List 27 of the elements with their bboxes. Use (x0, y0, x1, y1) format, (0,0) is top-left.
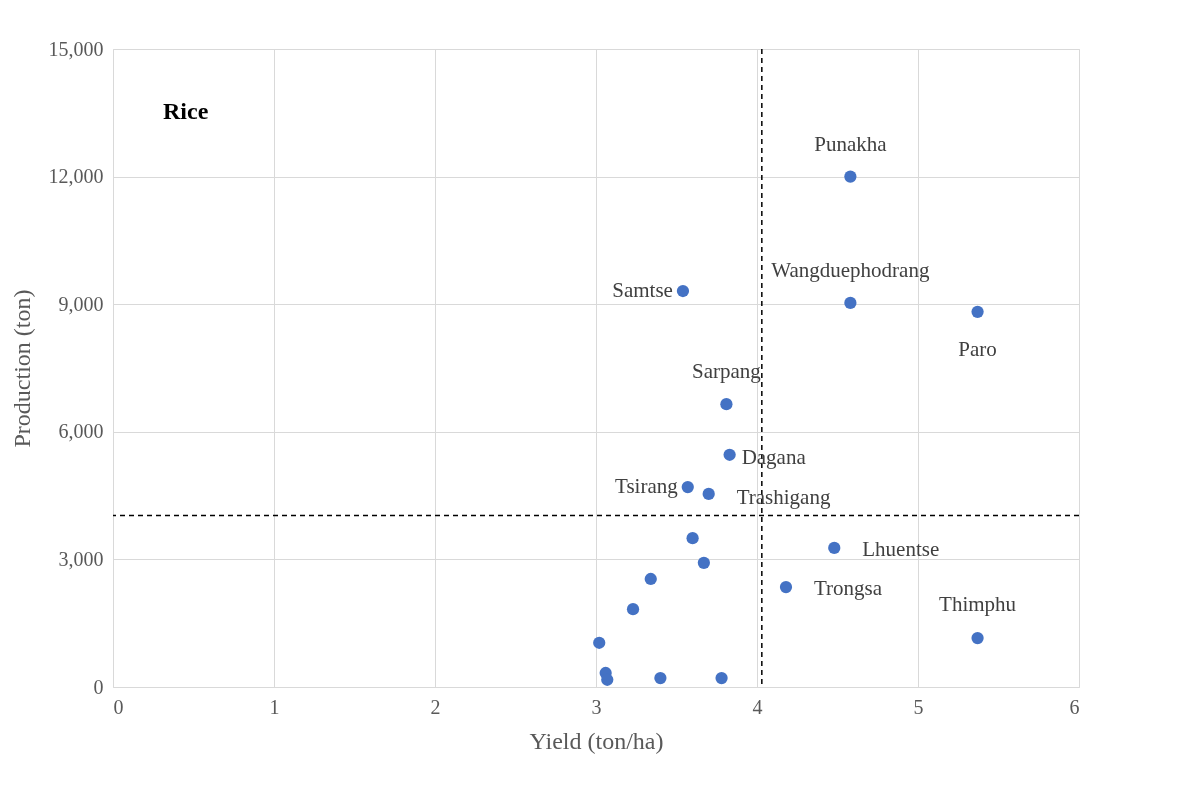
annotation: Dagana (741, 444, 807, 469)
annotation: Thimphu (939, 592, 1017, 617)
annotation: Wangduephodrang (771, 257, 930, 282)
x-tick-label: 4 (752, 695, 763, 718)
annotation: Paro (958, 336, 997, 361)
x-tick-label: 5 (913, 695, 924, 718)
y-tick-label: 6,000 (58, 420, 104, 443)
annotation: Punakha (814, 131, 888, 156)
annotation: Trongsa (813, 576, 883, 601)
x-tick-label: 0 (113, 695, 124, 718)
annotation: Lhuentse (862, 536, 940, 561)
x-tick-label: 1 (269, 695, 280, 718)
x-tick-label: 6 (1069, 695, 1080, 718)
annotation: Sarpang (692, 359, 762, 384)
y-tick-label: 12,000 (48, 165, 104, 188)
annotation: Trashigang (736, 484, 831, 509)
y-tick-label: 15,000 (48, 37, 104, 60)
x-tick-label: 2 (430, 695, 441, 718)
y-tick-label: 0 (93, 675, 104, 698)
annotation: Tsirang (615, 474, 679, 499)
y-tick-label: 9,000 (58, 292, 104, 315)
x-tick-label: 3 (591, 695, 602, 718)
text: Rice (163, 98, 209, 124)
y-axis-title: Production (ton) (8, 289, 35, 448)
y-tick-label: 3,000 (58, 547, 104, 570)
x-axis-title: Yield (ton/ha) (529, 727, 664, 754)
annotation: Samtse (612, 278, 673, 303)
